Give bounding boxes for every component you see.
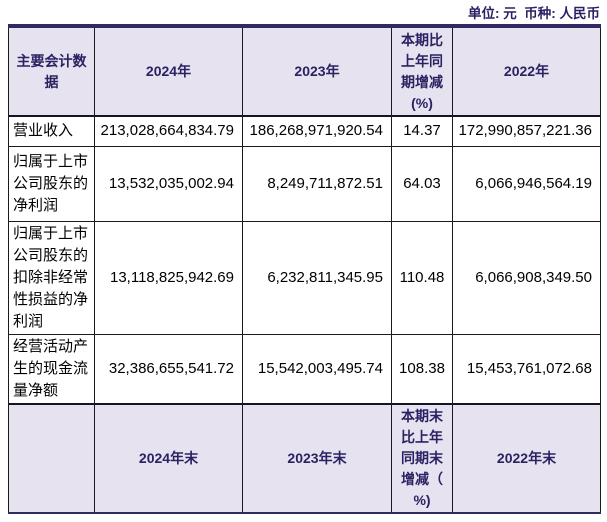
value-2023: 15,542,003,495.74 [242,333,392,405]
value-2022: 6,066,908,349.50 [452,220,601,335]
row-label: 经营活动产 生的现金流 量净额 [8,333,95,405]
header-2023-end: 2023年末 [242,403,392,514]
key-accounting-data-table: 主要会计数 据 2024年 2023年 本期比 上年同 期增减 (%) 2022… [8,24,601,514]
value-2023: 186,268,971,920.54 [242,115,392,147]
value-2024: 32,386,655,541.72 [94,333,243,405]
value-change-pct: 14.37 [391,115,453,147]
row-label: 归属于上市 公司股东的 扣除非经常 性损益的净 利润 [8,220,95,335]
value-2024: 13,118,825,942.69 [94,220,243,335]
row-label: 归属于上市 公司股东的 净利润 [8,145,95,222]
header-yoy-change-pct: 本期比 上年同 期增减 (%) [391,25,453,117]
value-change-pct: 110.48 [391,220,453,335]
header-2023: 2023年 [242,25,392,117]
value-2024: 13,532,035,002.94 [94,145,243,222]
table-row-operating-cash-flow: 经营活动产 生的现金流 量净额 32,386,655,541.72 15,542… [8,333,601,405]
value-2022: 15,453,761,072.68 [452,333,601,405]
value-2022: 172,990,857,221.36 [452,115,601,147]
unit-currency-note: 单位: 元 币种: 人民币 [468,6,600,21]
value-2022: 6,066,946,564.19 [452,145,601,222]
header-2024-end: 2024年末 [94,403,243,514]
value-2023: 8,249,711,872.51 [242,145,392,222]
value-change-pct: 64.03 [391,145,453,222]
header-period-end-change-pct: 本期末 比上年 同期末 增减（ %) [391,403,453,514]
table-row-net-profit-excl-nonrecurring: 归属于上市 公司股东的 扣除非经常 性损益的净 利润 13,118,825,94… [8,220,601,335]
header-2022-end: 2022年末 [452,403,601,514]
table-header-row-period-end: 2024年末 2023年末 本期末 比上年 同期末 增减（ %) 2022年末 [8,403,601,514]
header-key-accounting-data: 主要会计数 据 [8,25,95,117]
table-row-net-profit-attributable: 归属于上市 公司股东的 净利润 13,532,035,002.94 8,249,… [8,145,601,222]
value-2023: 6,232,811,345.95 [242,220,392,335]
table-header-row-annual: 主要会计数 据 2024年 2023年 本期比 上年同 期增减 (%) 2022… [8,25,601,117]
table-row-operating-revenue: 营业收入 213,028,664,834.79 186,268,971,920.… [8,115,601,147]
value-change-pct: 108.38 [391,333,453,405]
header-empty [8,403,95,514]
row-label: 营业收入 [8,115,95,147]
value-2024: 213,028,664,834.79 [94,115,243,147]
header-2022: 2022年 [452,25,601,117]
header-2024: 2024年 [94,25,243,117]
